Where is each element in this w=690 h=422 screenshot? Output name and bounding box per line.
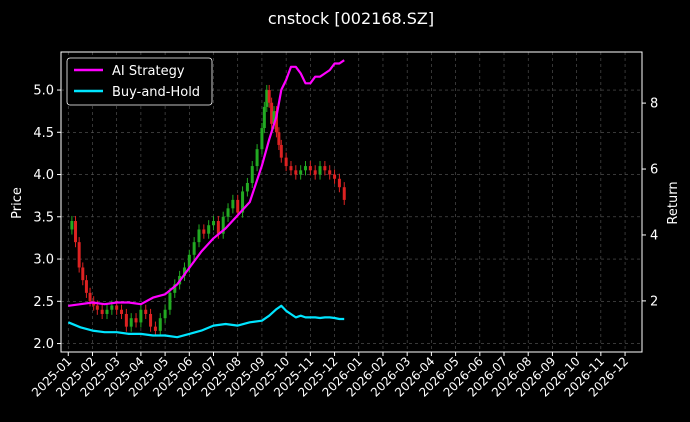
y-left-tick-label: 5.0 — [33, 84, 54, 99]
price-candle — [173, 284, 177, 293]
price-candle — [270, 102, 274, 124]
price-candle — [70, 221, 74, 230]
price-candle — [313, 170, 317, 175]
y-right-tick-label: 8 — [650, 97, 658, 112]
price-candle — [289, 166, 293, 171]
y-axis-right-ticks: 2 4 6 8 — [642, 97, 658, 309]
price-candle — [294, 170, 298, 175]
price-candle — [337, 178, 341, 188]
price-candle — [84, 280, 88, 293]
price-candle — [221, 216, 225, 234]
price-candle — [197, 229, 201, 243]
price-candle — [120, 309, 124, 314]
price-candle — [182, 267, 186, 276]
price-candle — [277, 132, 281, 145]
price-candle — [318, 166, 322, 175]
price-candle — [153, 326, 157, 331]
price-candle — [158, 318, 162, 331]
price-candle — [192, 242, 196, 255]
price-candle — [129, 318, 133, 327]
price-candle — [81, 267, 85, 281]
price-candle — [279, 144, 283, 158]
price-candle — [149, 313, 153, 327]
return-series — [67, 59, 345, 339]
price-candle — [74, 221, 78, 243]
y-axis-left-ticks: 2.0 2.5 3.0 3.5 4.0 4.5 5.0 — [33, 84, 61, 352]
price-candle — [342, 187, 346, 200]
y-right-tick-label: 2 — [650, 294, 658, 309]
legend-label-buy-and-hold: Buy-and-Hold — [112, 85, 200, 100]
y-left-tick-label: 4.0 — [33, 168, 54, 183]
price-candle — [241, 191, 245, 213]
price-candle — [304, 166, 308, 171]
price-candle — [328, 170, 332, 175]
price-candles — [70, 84, 346, 336]
chart-title: cnstock [002168.SZ] — [268, 9, 434, 28]
price-candle — [144, 309, 148, 314]
price-candle — [308, 166, 312, 171]
y-left-tick-label: 2.0 — [33, 337, 54, 352]
legend-box — [66, 57, 213, 106]
price-candle — [88, 292, 92, 302]
price-candle — [272, 111, 276, 124]
y-left-tick-label: 2.5 — [33, 295, 54, 310]
price-candle — [77, 242, 81, 268]
price-candle — [260, 128, 264, 150]
price-candle — [245, 182, 249, 192]
legend-label-ai-strategy: AI Strategy — [112, 64, 185, 79]
price-candle — [265, 90, 269, 107]
plot-frame — [60, 51, 643, 353]
price-candle — [267, 90, 271, 103]
price-candle — [262, 106, 266, 129]
y-left-tick-label: 3.5 — [33, 210, 54, 225]
price-candle — [134, 318, 138, 323]
legend: AI Strategy Buy-and-Hold — [66, 57, 213, 106]
price-candle — [95, 305, 99, 310]
price-candle — [187, 254, 191, 268]
price-candle — [284, 157, 288, 167]
y-axis-left-label: Price — [10, 187, 25, 219]
price-candle — [231, 199, 235, 209]
price-candle — [110, 305, 114, 310]
price-candle — [115, 305, 119, 310]
price-candle — [236, 199, 240, 213]
price-candle — [216, 221, 220, 234]
y-right-tick-label: 6 — [650, 163, 658, 178]
series-line-buy-and-hold — [67, 304, 345, 339]
price-candle — [333, 174, 337, 179]
price-candle — [226, 208, 230, 217]
price-candle — [163, 309, 167, 319]
y-left-tick-label: 3.0 — [33, 253, 54, 268]
y-axis-right-label: Return — [666, 181, 681, 224]
series-line-ai-strategy — [68, 59, 345, 307]
price-candle — [100, 309, 104, 314]
price-candle — [105, 309, 109, 314]
price-candle — [323, 166, 327, 171]
price-candle — [255, 149, 259, 167]
y-left-tick-label: 4.5 — [33, 126, 54, 141]
price-candle — [202, 229, 206, 234]
price-candle — [139, 309, 143, 323]
price-candle — [250, 166, 254, 183]
price-candle — [274, 111, 278, 133]
price-candle — [299, 170, 303, 175]
price-candle — [124, 313, 128, 327]
price-candle — [168, 292, 172, 310]
price-candle — [207, 225, 211, 234]
y-right-tick-label: 4 — [650, 228, 658, 243]
price-candle — [212, 221, 216, 226]
